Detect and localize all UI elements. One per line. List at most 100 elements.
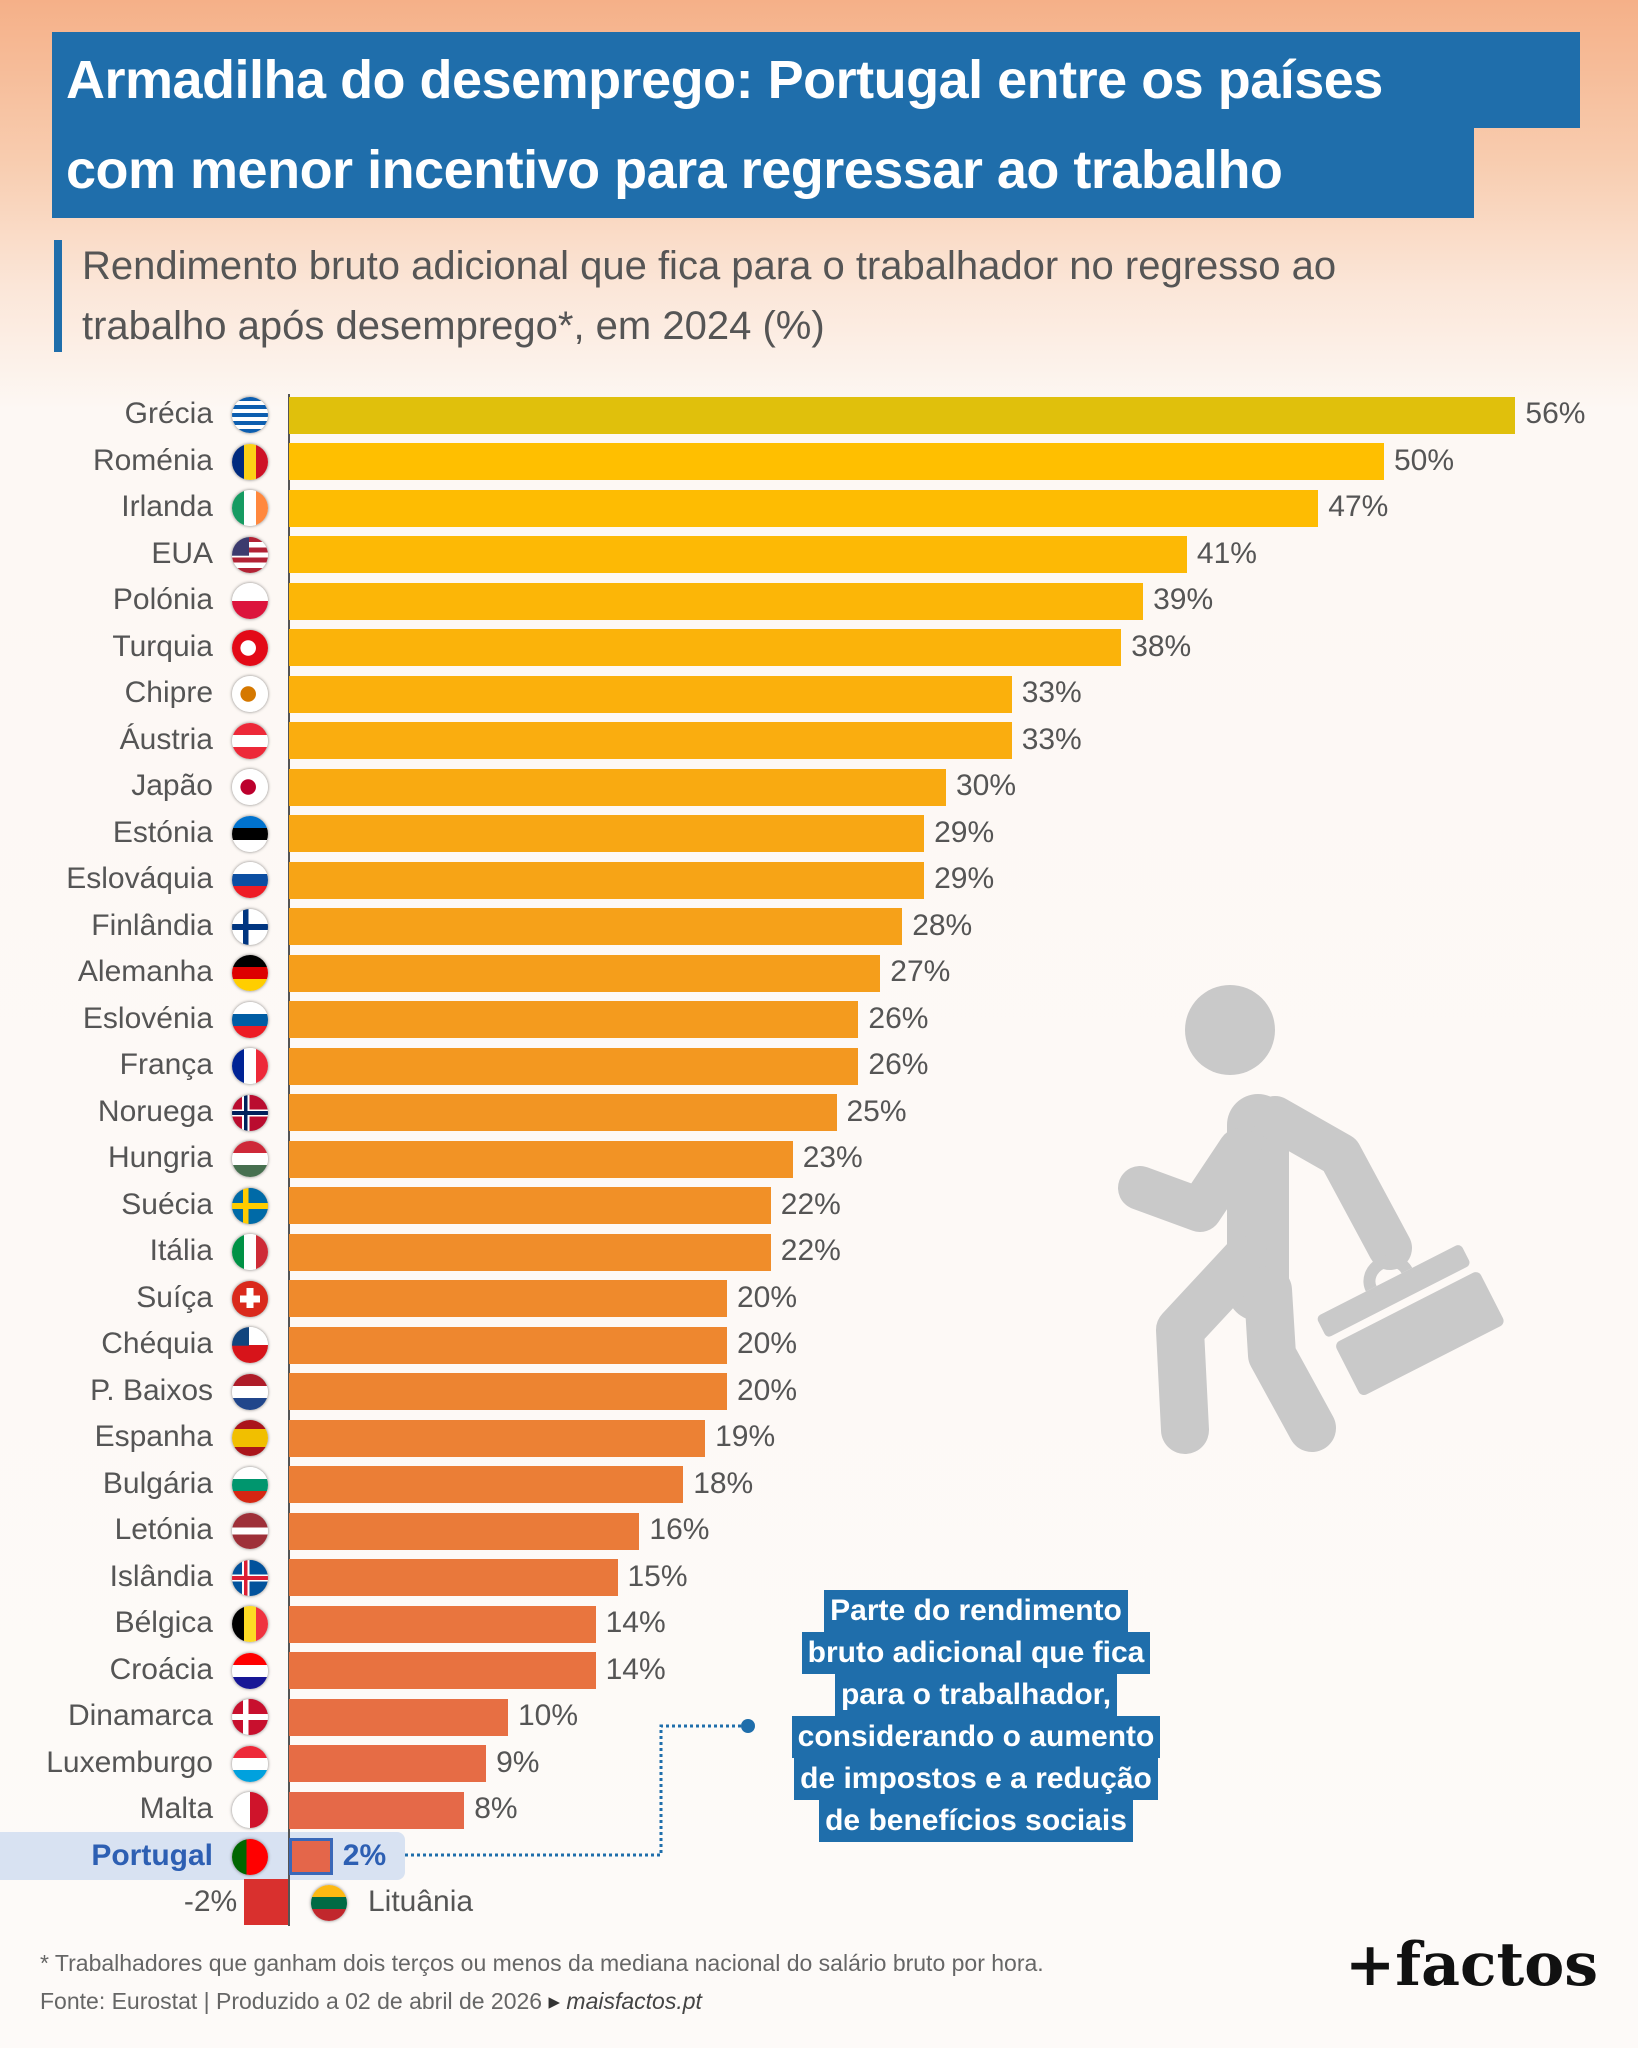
brand-logo: +factos [1345,1930,1598,2000]
bar-belgica [289,1605,596,1643]
flag-franca-icon [232,1048,268,1084]
value-label-eslovaquia: 29% [934,862,995,895]
value-label-luxemburgo: 9% [496,1745,540,1779]
country-label-espanha: Espanha [94,1420,213,1453]
flag-eslovenia-icon [232,1001,268,1038]
country-label-turquia: Turquia [112,629,213,663]
value-label-lituania: -2% [183,1885,238,1918]
flag-japao-icon [232,769,268,805]
flag-suica-icon [232,1280,268,1317]
bar-noruega [289,1094,837,1131]
bar-finlandia [289,908,903,945]
bar-eua [289,536,1187,573]
bar-romenia [289,443,1384,480]
flag-chipre-icon [232,676,268,712]
value-label-polonia: 39% [1153,583,1214,616]
flag-finlandia-icon [232,908,268,945]
value-label-turquia: 38% [1131,629,1192,663]
country-label-suica: Suíça [136,1280,213,1314]
value-label-grecia: 56% [1525,397,1586,430]
value-label-hungria: 23% [802,1141,863,1174]
country-label-letonia: Letónia [114,1513,213,1546]
flag-irlanda-icon [232,490,268,526]
flag-turquia-icon [232,629,268,666]
bar-franca [289,1047,859,1085]
bar-eslovenia [289,1001,859,1038]
country-label-malta: Malta [139,1792,213,1825]
country-label-chipre: Chipre [124,676,213,709]
flag-espanha-icon [232,1420,268,1456]
bar-alemanha [289,954,881,992]
country-label-irlanda: Irlanda [121,490,213,523]
country-label-chequia: Chéquia [101,1327,213,1360]
bar-bulgaria [289,1466,684,1503]
country-label-japao: Japão [131,769,213,802]
value-label-romenia: 50% [1394,443,1455,477]
flag-bulgaria-icon [232,1466,268,1503]
value-label-croacia: 14% [605,1652,666,1686]
flag-alemanha-icon [232,955,268,991]
source-text: Fonte: Eurostat | Produzido a 02 de abri… [40,1988,543,2014]
value-label-finlandia: 28% [912,908,973,942]
bar-irlanda [289,489,1319,527]
flag-croacia-icon [232,1652,268,1689]
value-label-chipre: 33% [1021,676,1082,709]
bar-eslovaquia [289,861,925,899]
bar-malta [289,1791,465,1829]
value-label-bulgaria: 18% [693,1466,754,1500]
bar-turquia [289,629,1122,666]
annotation-line: para o trabalhador, [777,1674,1175,1716]
country-label-croacia: Croácia [109,1652,213,1686]
value-label-espanha: 19% [715,1420,776,1453]
value-label-letonia: 16% [649,1513,710,1546]
country-label-hungria: Hungria [107,1141,213,1174]
walking-worker-briefcase-icon [1118,985,1504,1454]
value-label-belgica: 14% [605,1606,666,1639]
annotation-line-text: de benefícios sociais [819,1800,1133,1842]
bar-suica [289,1280,727,1317]
bar-chart: Grécia 56% Roménia 50% Irlanda 47% EUA 41% Polón… [46,394,1586,1926]
flag-chequia-icon [232,1327,268,1363]
bar-polonia [289,582,1144,620]
subtitle-line-1: Rendimento bruto adicional que fica para… [82,244,1336,289]
country-label-bulgaria: Bulgária [102,1466,213,1500]
value-label-portugal: 2% [342,1838,387,1872]
country-label-suecia: Suécia [121,1187,213,1221]
flag-grecia-icon [232,397,268,433]
value-label-eslovenia: 26% [868,1001,929,1035]
flag-noruega-icon [232,1094,268,1131]
value-label-franca: 26% [868,1048,929,1081]
country-label-p-baixos: P. Baixos [90,1373,213,1407]
flag-portugal-icon [232,1838,268,1875]
portugal-highlight-band [0,1832,405,1880]
country-label-estonia: Estónia [112,815,213,849]
value-label-dinamarca: 10% [518,1699,579,1732]
annotation-line-text: Parte do rendimento [824,1590,1128,1632]
annotation-line: bruto adicional que fica [777,1632,1175,1674]
country-label-islandia: Islândia [109,1559,213,1593]
flag-eslovaquia-icon [232,862,268,898]
value-label-suica: 20% [737,1280,798,1314]
annotation-line: de impostos e a redução [777,1758,1175,1800]
bar-dinamarca [289,1698,508,1736]
flag-italia-icon [232,1234,268,1270]
annotation-line: Parte do rendimento [777,1590,1175,1632]
subtitle-text-1: Rendimento bruto adicional que fica para… [82,244,1337,288]
flag-letonia-icon [232,1513,268,1549]
subtitle-accent-bar [54,240,62,352]
country-label-alemanha: Alemanha [77,955,213,988]
flag-malta-icon [232,1792,268,1828]
subtitle-text-2: trabalho após desemprego*, em 2024 (%) [82,304,825,348]
flag-p-baixos-icon [232,1373,268,1410]
annotation-line-text: de impostos e a redução [794,1758,1158,1800]
value-label-islandia: 15% [627,1559,688,1593]
bar-croacia [289,1652,596,1689]
bar-letonia [289,1512,640,1550]
bar-islandia [289,1559,618,1596]
flag-hungria-icon [232,1141,268,1177]
country-label-italia: Itália [149,1234,213,1267]
bar-grecia [289,396,1516,434]
annotation-line: de benefícios sociais [777,1800,1175,1842]
site-link[interactable]: maisfactos.pt [566,1988,702,2014]
